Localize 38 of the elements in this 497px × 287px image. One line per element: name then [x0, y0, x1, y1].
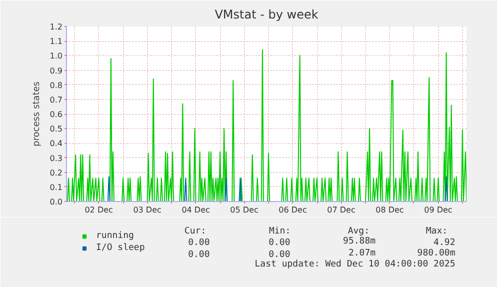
- y-tick-label: 0.7: [50, 95, 63, 104]
- y-tick-label: 0.6: [50, 110, 63, 119]
- y-axis-title: process states: [32, 81, 42, 146]
- x-tick-label: 07 Dec: [327, 206, 356, 214]
- text: 0.00: [268, 238, 290, 248]
- text: Min:: [268, 226, 291, 236]
- text: 0.00: [188, 238, 210, 248]
- y-tick-label: 1.0: [50, 52, 63, 61]
- y-tick-label: 0.3: [50, 154, 63, 163]
- legend-label: running: [96, 231, 134, 241]
- text: Last update: Wed Dec 10 04:00:00 2025: [254, 260, 456, 270]
- x-tick-label: 05 Dec: [230, 206, 258, 214]
- x-tick-label: 02 Dec: [84, 206, 113, 214]
- text: Avg:: [348, 226, 370, 236]
- x-tick-label: 04 Dec: [182, 206, 210, 214]
- x-tick-label: 09 Dec: [424, 206, 452, 214]
- y-tick-label: 0.9: [50, 66, 63, 76]
- y-tick-label: 0.1: [50, 182, 63, 192]
- text: Cur:: [184, 226, 206, 236]
- chart-title: VMstat - by week: [214, 8, 318, 22]
- y-tick-label: 0.2: [50, 168, 63, 178]
- text: 2.07m: [348, 248, 376, 258]
- x-tick-label: 06 Dec: [278, 206, 307, 214]
- y-tick-label: 0.5: [50, 124, 63, 134]
- x-tick-label: 03 Dec: [133, 206, 162, 214]
- y-tick-label: 0.0: [50, 198, 63, 206]
- y-tick-label: 1.1: [50, 37, 63, 46]
- text: Max:: [426, 226, 448, 236]
- x-tick-label: 08 Dec: [376, 206, 404, 214]
- text: 4.92: [434, 238, 456, 248]
- text: 0.00: [268, 250, 290, 260]
- legend-label: I/O sleep: [96, 243, 145, 253]
- y-tick-label: 1.2: [50, 22, 63, 32]
- y-tick-label: 0.8: [50, 80, 63, 90]
- text: 0.00: [188, 250, 210, 260]
- text: 980.00m: [417, 248, 456, 258]
- text: 95.88m: [343, 236, 376, 246]
- y-tick-label: 0.4: [50, 139, 63, 148]
